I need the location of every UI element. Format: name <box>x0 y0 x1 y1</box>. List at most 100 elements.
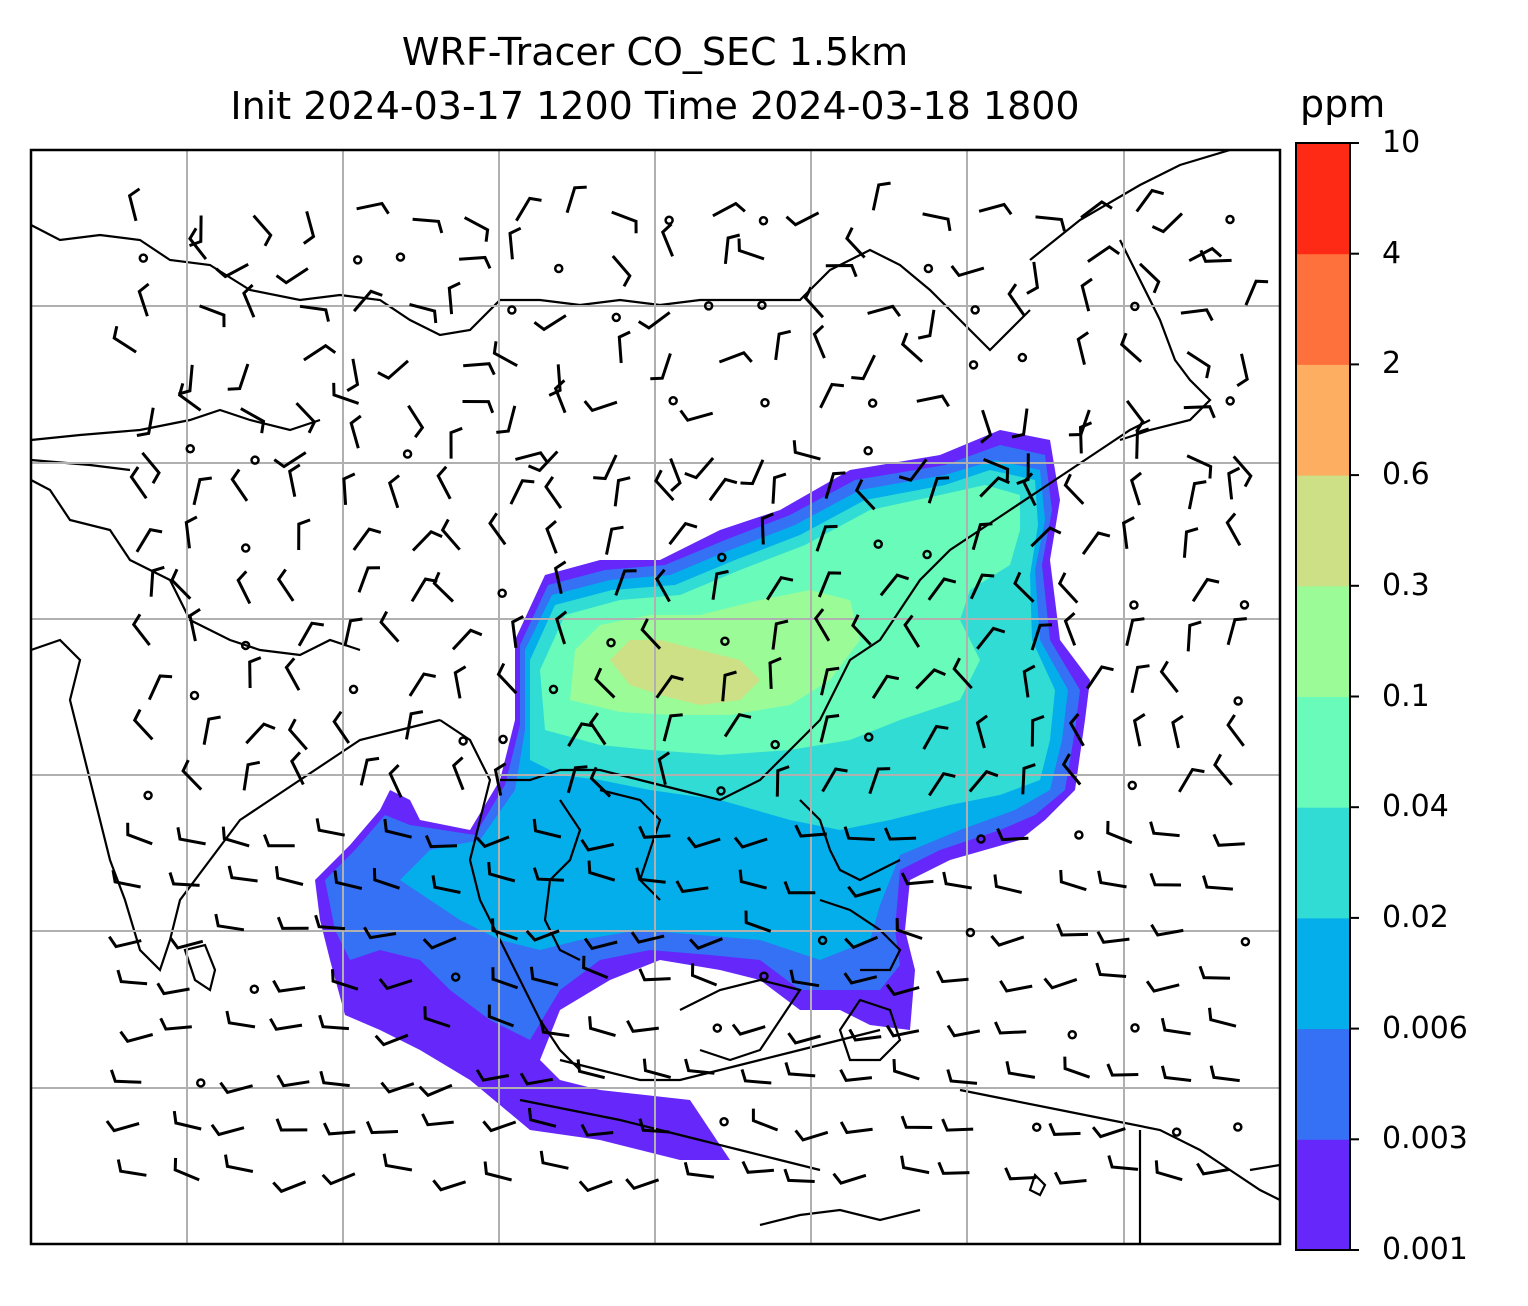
colorbar-tick-label: 4 <box>1382 235 1402 271</box>
wind-barb <box>723 713 752 738</box>
calm-wind-marker <box>923 263 934 274</box>
wind-barb <box>871 674 900 700</box>
wind-barb <box>976 626 1006 650</box>
colorbar-unit-label: ppm <box>1300 82 1386 126</box>
wind-barb <box>1063 1056 1091 1079</box>
wind-barb <box>532 818 562 839</box>
wind-barb <box>594 667 616 699</box>
wind-barb <box>1091 1126 1126 1139</box>
wind-barb <box>527 450 559 473</box>
wind-barb <box>1053 1171 1087 1185</box>
wind-barb <box>825 263 858 278</box>
wind-barb <box>170 568 192 600</box>
wind-barb <box>491 918 518 941</box>
wind-barb <box>787 1032 821 1045</box>
wind-barb <box>492 341 518 368</box>
colorbar-tick-label: 10 <box>1382 125 1421 160</box>
wind-barb <box>192 476 212 506</box>
colorbar-tick-label: 0.02 <box>1382 899 1449 935</box>
wind-barb <box>331 969 359 991</box>
wind-barb <box>126 822 153 846</box>
wind-barb <box>845 227 866 259</box>
wind-barb <box>374 1033 409 1047</box>
wind-barb <box>405 710 424 740</box>
wind-barb <box>892 1059 920 1081</box>
calm-wind-marker <box>720 636 730 646</box>
wind-barb <box>774 329 792 361</box>
wind-barb <box>1095 962 1127 978</box>
wind-barb <box>168 872 200 887</box>
wind-barb <box>1119 332 1143 363</box>
wind-barb <box>690 963 718 987</box>
wind-barb <box>1186 454 1213 479</box>
wind-barb <box>422 936 457 950</box>
wind-barb <box>937 1161 970 1175</box>
wind-barb <box>655 674 684 699</box>
calm-wind-marker <box>185 443 196 454</box>
wind-barb <box>978 202 1013 216</box>
wind-barb <box>491 967 519 990</box>
wind-barb <box>1106 1063 1139 1077</box>
wind-barb <box>935 970 969 984</box>
wind-barb <box>638 825 671 839</box>
calm-wind-marker <box>1067 1030 1078 1040</box>
wind-barb <box>625 1178 660 1191</box>
wind-barb <box>377 359 409 380</box>
wind-barb <box>451 628 483 651</box>
wind-barb <box>1154 1160 1183 1182</box>
wind-barb <box>969 573 995 600</box>
wind-barb <box>578 1179 613 1193</box>
wind-barb <box>388 764 403 798</box>
wind-barb <box>410 577 438 603</box>
wind-barb <box>276 1074 310 1088</box>
wind-barb <box>555 610 568 645</box>
calm-wind-marker <box>1130 301 1140 312</box>
wind-barb <box>269 1018 303 1031</box>
wind-barb <box>511 615 525 648</box>
colorbar-tick-label: 0.04 <box>1382 789 1449 825</box>
wind-barb <box>766 576 794 601</box>
wind-barb <box>733 836 768 849</box>
wind-barb <box>1244 279 1269 306</box>
wind-barb <box>1208 1007 1237 1028</box>
calm-wind-marker <box>250 455 260 465</box>
wind-barb <box>515 196 542 222</box>
wind-barb <box>236 570 252 605</box>
wind-barb <box>993 874 1023 894</box>
wind-barb <box>380 1081 415 1094</box>
wind-barb <box>588 1016 616 1038</box>
wind-barb <box>851 614 872 646</box>
wind-barb <box>408 672 437 697</box>
wind-barb <box>927 577 957 601</box>
wind-barb <box>803 286 825 319</box>
wind-barb <box>230 468 249 502</box>
calm-wind-marker <box>1171 1127 1182 1137</box>
wind-barb <box>662 713 683 742</box>
wind-barb <box>898 458 928 482</box>
wind-barb <box>545 519 558 554</box>
wind-barb <box>242 760 261 791</box>
wind-barb <box>900 1155 930 1175</box>
wind-barb <box>451 756 465 791</box>
calm-wind-marker <box>498 734 508 745</box>
wind-barb <box>1087 245 1121 263</box>
wind-barb <box>276 916 309 930</box>
wind-barb <box>971 522 993 551</box>
calm-wind-marker <box>240 543 251 553</box>
wind-barb <box>411 530 443 552</box>
colorbar-tick-label: 0.006 <box>1382 1010 1468 1046</box>
wind-barb <box>1106 820 1133 845</box>
calm-wind-marker <box>867 398 878 408</box>
wind-barb <box>1130 664 1150 694</box>
wind-barb <box>1186 620 1202 652</box>
calm-wind-marker <box>138 253 149 263</box>
wind-barb <box>487 861 516 883</box>
wind-barb <box>352 289 383 313</box>
wind-barb <box>1056 923 1089 937</box>
calm-wind-marker <box>143 790 153 801</box>
wind-barb <box>1013 571 1035 603</box>
wind-barb <box>1005 1061 1036 1079</box>
wind-barb <box>611 255 632 288</box>
wind-barb <box>821 767 848 793</box>
wind-barb <box>654 469 675 502</box>
